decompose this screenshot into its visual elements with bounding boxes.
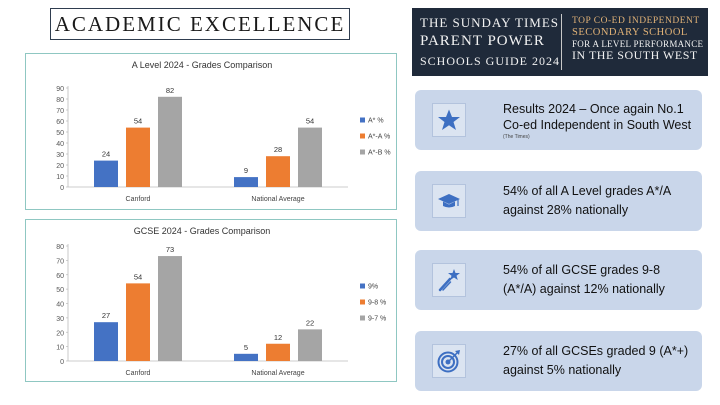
gcse-card: 54% of all GCSE grades 9-8 (A*/A) agains… <box>415 250 702 310</box>
bar <box>94 160 118 187</box>
y-tick-label: 70 <box>56 258 64 265</box>
banner-line: IN THE SOUTH WEST <box>572 48 698 63</box>
y-tick-label: 20 <box>56 330 64 337</box>
card-line: 27% of all GCSEs graded 9 (A*+) <box>503 344 689 359</box>
y-tick-label: 0 <box>60 359 64 366</box>
banner-line: SCHOOLS GUIDE 2024 <box>420 54 561 68</box>
x-category-label: National Average <box>251 370 304 377</box>
x-category-label: Canford <box>126 196 151 203</box>
chart-svg: GCSE 2024 - Grades Comparison 0 10 20 30 40 50… <box>56 226 386 377</box>
card-line: 54% of all A Level grades A*/A <box>503 184 672 199</box>
y-tick-label: 20 <box>56 163 64 170</box>
gcse-grade9-card: 27% of all GCSEs graded 9 (A*+) against … <box>415 331 702 391</box>
a-level-card: 54% of all A Level grades A*/A against 2… <box>415 171 702 231</box>
y-tick-label: 50 <box>56 287 64 294</box>
banner-line: TOP CO-ED INDEPENDENT <box>572 16 700 26</box>
y-tick-label: 60 <box>56 273 64 280</box>
data-label: 9 <box>244 166 248 175</box>
y-tick-label: 50 <box>56 130 64 137</box>
chart-title: GCSE 2024 - Grades Comparison <box>134 226 271 236</box>
data-label: 22 <box>306 318 314 327</box>
bar <box>158 256 182 361</box>
data-label: 54 <box>134 272 142 281</box>
y-tick-label: 0 <box>60 185 64 192</box>
card-line: 54% of all GCSE grades 9-8 <box>503 263 661 278</box>
chart-svg: A Level 2024 - Grades Comparison 0 10 20 30 4… <box>56 60 391 203</box>
legend-swatch <box>360 117 365 123</box>
data-label: 73 <box>166 245 174 254</box>
bar <box>234 177 258 187</box>
data-label: 54 <box>134 117 142 126</box>
data-label: 5 <box>244 343 248 352</box>
card-line: against 28% nationally <box>503 203 629 217</box>
bar <box>234 353 258 361</box>
card-line: Co-ed Independent in South West <box>503 117 692 132</box>
bar <box>126 127 150 187</box>
y-tick-label: 30 <box>56 316 64 323</box>
data-label: 28 <box>274 145 282 154</box>
legend-swatch <box>360 315 365 321</box>
results-card: Results 2024 – Once again No.1 Co-ed Ind… <box>415 90 702 150</box>
bar <box>158 96 182 187</box>
y-tick-label: 80 <box>56 97 64 104</box>
y-tick-label: 30 <box>56 152 64 159</box>
chart-title: A Level 2024 - Grades Comparison <box>132 60 273 70</box>
bar <box>266 156 290 187</box>
legend-swatch <box>360 149 365 155</box>
bar <box>266 343 290 361</box>
data-label: 27 <box>102 311 110 320</box>
banner-line: SECONDARY SCHOOL <box>572 26 688 38</box>
bar <box>94 322 118 361</box>
bar <box>126 283 150 361</box>
page-title: ACADEMIC EXCELLENCE <box>50 8 350 40</box>
star-icon <box>432 103 466 137</box>
legend-label: 9-7 % <box>368 316 386 323</box>
banner-line: THE SUNDAY TIMES <box>420 15 560 30</box>
sunday-times-banner: THE SUNDAY TIMES PARENT POWER SCHOOLS GU… <box>412 8 708 76</box>
legend-swatch <box>360 133 365 139</box>
y-tick-label: 10 <box>56 345 64 352</box>
y-tick-label: 80 <box>56 244 64 251</box>
y-tick-label: 70 <box>56 108 64 115</box>
x-category-label: National Average <box>251 196 304 203</box>
bar <box>298 127 322 187</box>
legend-label: A*-B % <box>368 150 391 157</box>
data-label: 12 <box>274 333 282 342</box>
data-label: 24 <box>102 150 110 159</box>
legend-swatch <box>360 299 365 305</box>
legend-label: 9-8 % <box>368 300 386 307</box>
card-line: (A*/A) against 12% nationally <box>503 282 665 296</box>
card-source: (The Times) <box>503 134 530 141</box>
gcse-chart: GCSE 2024 - Grades Comparison 0 10 20 30 40 50… <box>25 219 397 382</box>
graduation-cap-icon <box>432 184 466 218</box>
a-level-chart: A Level 2024 - Grades Comparison 0 10 20 30 4… <box>25 53 397 210</box>
legend-label: A* % <box>368 118 384 125</box>
card-line: against 5% nationally <box>503 363 622 377</box>
data-label: 82 <box>166 86 174 95</box>
x-category-label: Canford <box>126 370 151 377</box>
legend-label: 9% <box>368 284 378 291</box>
shooting-star-icon <box>432 263 466 297</box>
y-tick-label: 40 <box>56 302 64 309</box>
y-tick-label: 90 <box>56 86 64 93</box>
legend-swatch <box>360 283 365 289</box>
y-tick-label: 10 <box>56 174 64 181</box>
banner-line: FOR A LEVEL PERFORMANCE <box>572 38 704 49</box>
y-tick-label: 60 <box>56 119 64 126</box>
card-line: Results 2024 – Once again No.1 <box>503 101 684 116</box>
y-tick-label: 40 <box>56 141 64 148</box>
legend-label: A*-A % <box>368 134 390 141</box>
bar <box>298 329 322 361</box>
target-icon <box>432 344 466 378</box>
banner-line: PARENT POWER <box>420 33 545 49</box>
data-label: 54 <box>306 117 314 126</box>
